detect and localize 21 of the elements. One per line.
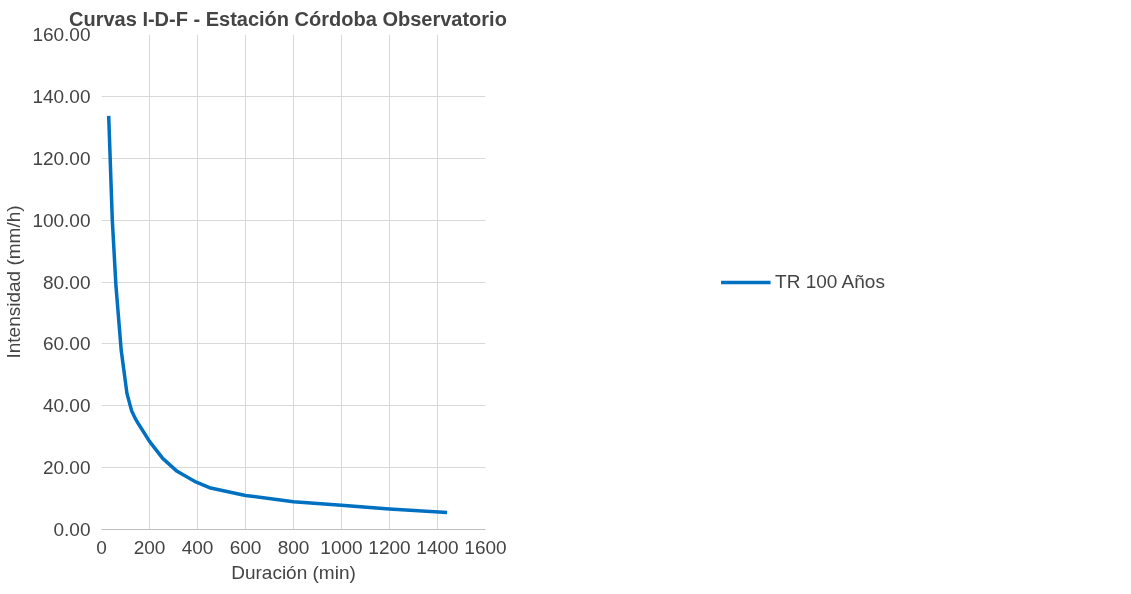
- y-tick-label: 80.00: [42, 271, 91, 293]
- y-tick-label: 100.00: [32, 209, 91, 231]
- x-tick-label: 200: [133, 536, 166, 558]
- x-tick-label: 0: [96, 536, 107, 558]
- y-tick-label: 20.00: [42, 457, 91, 479]
- x-tick-label: 1600: [464, 536, 507, 558]
- y-tick-label: 40.00: [42, 395, 91, 417]
- y-tick-label: 0.00: [53, 519, 91, 540]
- x-tick-label: 600: [229, 536, 262, 558]
- x-tick-label: 400: [181, 536, 214, 558]
- x-tick-label: 800: [277, 536, 310, 558]
- x-tick-label: 1200: [368, 536, 411, 558]
- y-tick-label: 140.00: [32, 85, 91, 107]
- y-tick-label: 120.00: [32, 147, 91, 169]
- x-axis-title: Duración (min): [231, 561, 356, 583]
- legend-label: TR 100 Años: [775, 270, 885, 293]
- x-tick-label: 1000: [320, 536, 363, 558]
- y-axis-title: Intensidad (mm/h): [3, 205, 25, 359]
- x-tick-label: 1400: [416, 536, 459, 558]
- y-tick-label: 60.00: [42, 333, 91, 355]
- line-series: [106, 114, 449, 515]
